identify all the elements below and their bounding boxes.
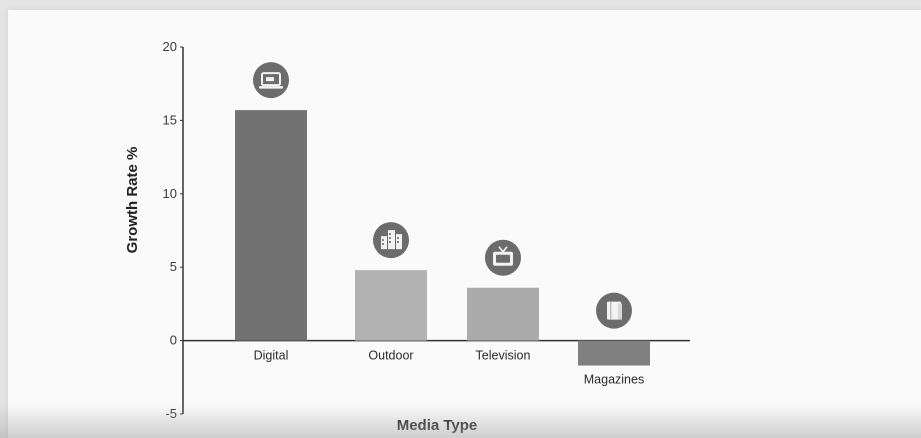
laptop-icon xyxy=(253,62,289,99)
category-label-digital: Digital xyxy=(254,349,289,363)
bar-magazines xyxy=(578,340,650,366)
y-tick-label: 0 xyxy=(170,333,177,348)
category-icons xyxy=(253,62,632,329)
chart-card xyxy=(8,10,921,438)
category-label-outdoor: Outdoor xyxy=(368,349,413,363)
y-tick-label: 5 xyxy=(170,259,177,274)
category-label-magazines: Magazines xyxy=(584,373,644,387)
x-axis-title: Media Type xyxy=(397,417,478,434)
y-axis-ticks: -5 0 5 10 15 20 xyxy=(163,39,183,421)
y-tick-label: 15 xyxy=(163,112,177,127)
magazine-icon xyxy=(596,292,632,329)
category-label-television: Television xyxy=(476,349,531,363)
buildings-icon xyxy=(373,222,409,259)
bar-digital xyxy=(235,110,307,341)
television-icon xyxy=(485,239,521,276)
y-tick-label: 10 xyxy=(163,186,177,201)
y-tick-label: 20 xyxy=(163,39,177,54)
y-tick-label: -5 xyxy=(165,406,177,421)
x-axis-category-labels: Digital Outdoor Television Magazines xyxy=(254,349,645,387)
bar-outdoor xyxy=(355,270,427,341)
bar-television xyxy=(467,287,539,341)
y-axis-title: Growth Rate % xyxy=(124,147,141,254)
bars xyxy=(235,110,650,366)
